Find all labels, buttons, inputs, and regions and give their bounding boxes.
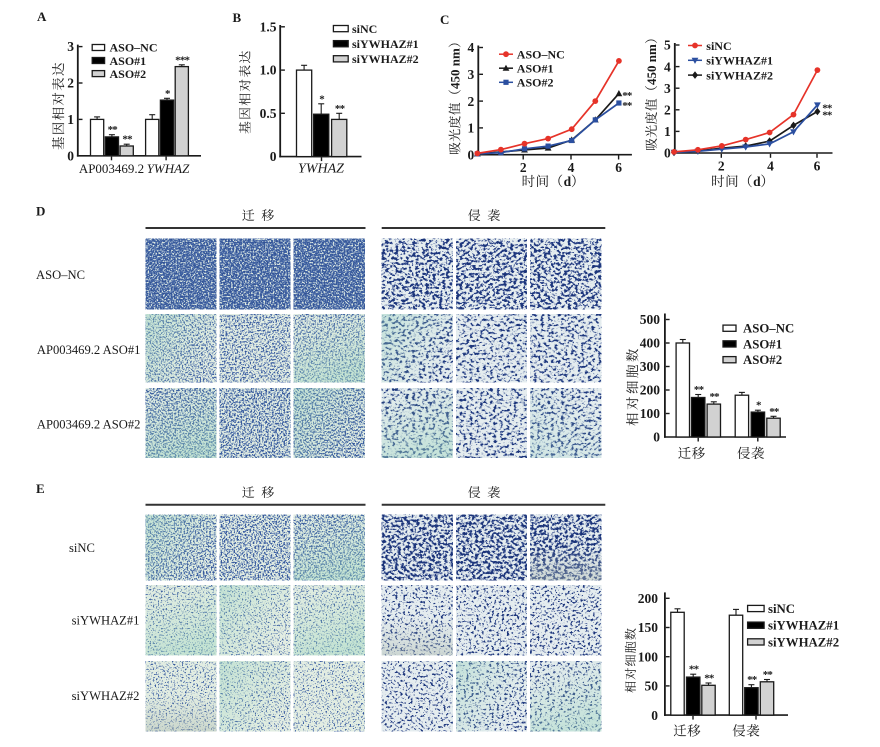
svg-text:**: ** (108, 124, 119, 136)
svg-text:d: d (753, 174, 761, 189)
svg-text:***: *** (175, 54, 190, 66)
svg-text:siNC: siNC (352, 22, 377, 36)
svg-text:C: C (440, 12, 449, 27)
svg-text:1: 1 (67, 112, 74, 127)
svg-text:2: 2 (468, 94, 475, 109)
svg-text:2: 2 (718, 159, 725, 174)
svg-text:**: ** (822, 102, 833, 114)
svg-text:1.0: 1.0 (260, 63, 277, 78)
svg-text:2: 2 (520, 160, 527, 175)
svg-text:450 nm: 450 nm (448, 48, 463, 89)
svg-text:1: 1 (664, 124, 671, 139)
svg-text:**: ** (694, 384, 705, 396)
svg-text:siYWHAZ#1: siYWHAZ#1 (768, 619, 839, 633)
svg-text:siYWHAZ#1: siYWHAZ#1 (352, 37, 419, 51)
svg-text:siYWHAZ#2: siYWHAZ#2 (352, 52, 419, 66)
svg-text:200: 200 (638, 591, 659, 606)
svg-text:500: 500 (640, 312, 661, 327)
svg-text:ASO#2: ASO#2 (517, 76, 554, 90)
svg-text:1.5: 1.5 (260, 19, 277, 34)
svg-text:siYWHAZ#1: siYWHAZ#1 (706, 54, 773, 68)
svg-text:d: d (564, 174, 572, 189)
svg-text:5: 5 (664, 38, 671, 53)
svg-text:siYWHAZ#2: siYWHAZ#2 (706, 68, 773, 82)
svg-text:6: 6 (615, 160, 622, 175)
svg-text:ASO#1: ASO#1 (110, 54, 147, 68)
svg-text:*: * (165, 88, 171, 100)
svg-text:**: ** (335, 103, 346, 115)
svg-text:200: 200 (640, 383, 661, 398)
svg-text:ASO#1: ASO#1 (743, 337, 782, 351)
svg-text:**: ** (622, 90, 633, 102)
svg-text:siNC: siNC (768, 602, 795, 616)
svg-text:0: 0 (468, 147, 475, 162)
svg-text:ASO–NC: ASO–NC (110, 41, 158, 55)
svg-text:4: 4 (568, 160, 575, 175)
svg-text:3: 3 (664, 81, 671, 96)
svg-text:0: 0 (67, 148, 74, 163)
svg-text:*: * (756, 400, 762, 412)
svg-text:**: ** (822, 110, 833, 122)
svg-text:siYWHAZ#2: siYWHAZ#2 (72, 689, 140, 703)
svg-text:0: 0 (653, 430, 660, 445)
svg-text:ASO#2: ASO#2 (743, 353, 782, 367)
svg-text:2: 2 (67, 76, 74, 91)
svg-text:ASO#2: ASO#2 (110, 67, 147, 81)
svg-text:**: ** (704, 673, 715, 685)
svg-text:A: A (37, 9, 47, 24)
svg-text:0: 0 (664, 146, 671, 161)
svg-text:ASO–NC: ASO–NC (517, 48, 565, 62)
svg-text:E: E (36, 481, 45, 496)
svg-text:3: 3 (468, 67, 475, 82)
svg-text:100: 100 (640, 406, 661, 421)
svg-text:4: 4 (767, 159, 774, 174)
svg-text:**: ** (689, 664, 700, 676)
svg-text:ASO–NC: ASO–NC (36, 268, 85, 282)
svg-text:2: 2 (664, 103, 671, 118)
svg-text:1: 1 (468, 121, 475, 136)
svg-text:AP003469.2 ASO#1: AP003469.2 ASO#1 (37, 343, 141, 357)
svg-text:4: 4 (664, 59, 671, 74)
svg-text:6: 6 (814, 159, 821, 174)
svg-text:B: B (233, 10, 242, 25)
svg-text:4: 4 (468, 40, 475, 55)
svg-text:AP003469.2: AP003469.2 (79, 161, 144, 176)
svg-text:*: * (319, 93, 325, 105)
svg-text:D: D (36, 204, 45, 219)
svg-text:**: ** (769, 406, 780, 418)
svg-text:**: ** (747, 674, 758, 686)
svg-text:siYWHAZ#2: siYWHAZ#2 (768, 635, 839, 649)
svg-text:0.5: 0.5 (260, 106, 277, 121)
svg-text:YWHAZ: YWHAZ (298, 162, 344, 177)
svg-text:siNC: siNC (69, 541, 95, 555)
svg-text:450 nm: 450 nm (644, 44, 659, 85)
svg-text:300: 300 (640, 359, 661, 374)
svg-text:400: 400 (640, 336, 661, 351)
svg-text:0: 0 (651, 708, 658, 723)
svg-text:150: 150 (638, 620, 659, 635)
svg-text:siYWHAZ#1: siYWHAZ#1 (72, 614, 140, 628)
svg-text:**: ** (622, 100, 633, 112)
svg-text:siNC: siNC (706, 39, 731, 53)
svg-text:**: ** (763, 669, 774, 681)
svg-text:ASO–NC: ASO–NC (743, 322, 794, 336)
svg-text:100: 100 (638, 649, 659, 664)
svg-text:AP003469.2 ASO#2: AP003469.2 ASO#2 (37, 418, 141, 432)
svg-text:3: 3 (67, 39, 74, 54)
svg-text:ASO#1: ASO#1 (517, 62, 554, 76)
svg-text:0: 0 (270, 149, 277, 164)
svg-text:YWHAZ: YWHAZ (147, 161, 190, 176)
svg-text:50: 50 (645, 679, 659, 694)
svg-text:**: ** (709, 391, 720, 403)
svg-text:**: ** (122, 134, 133, 146)
